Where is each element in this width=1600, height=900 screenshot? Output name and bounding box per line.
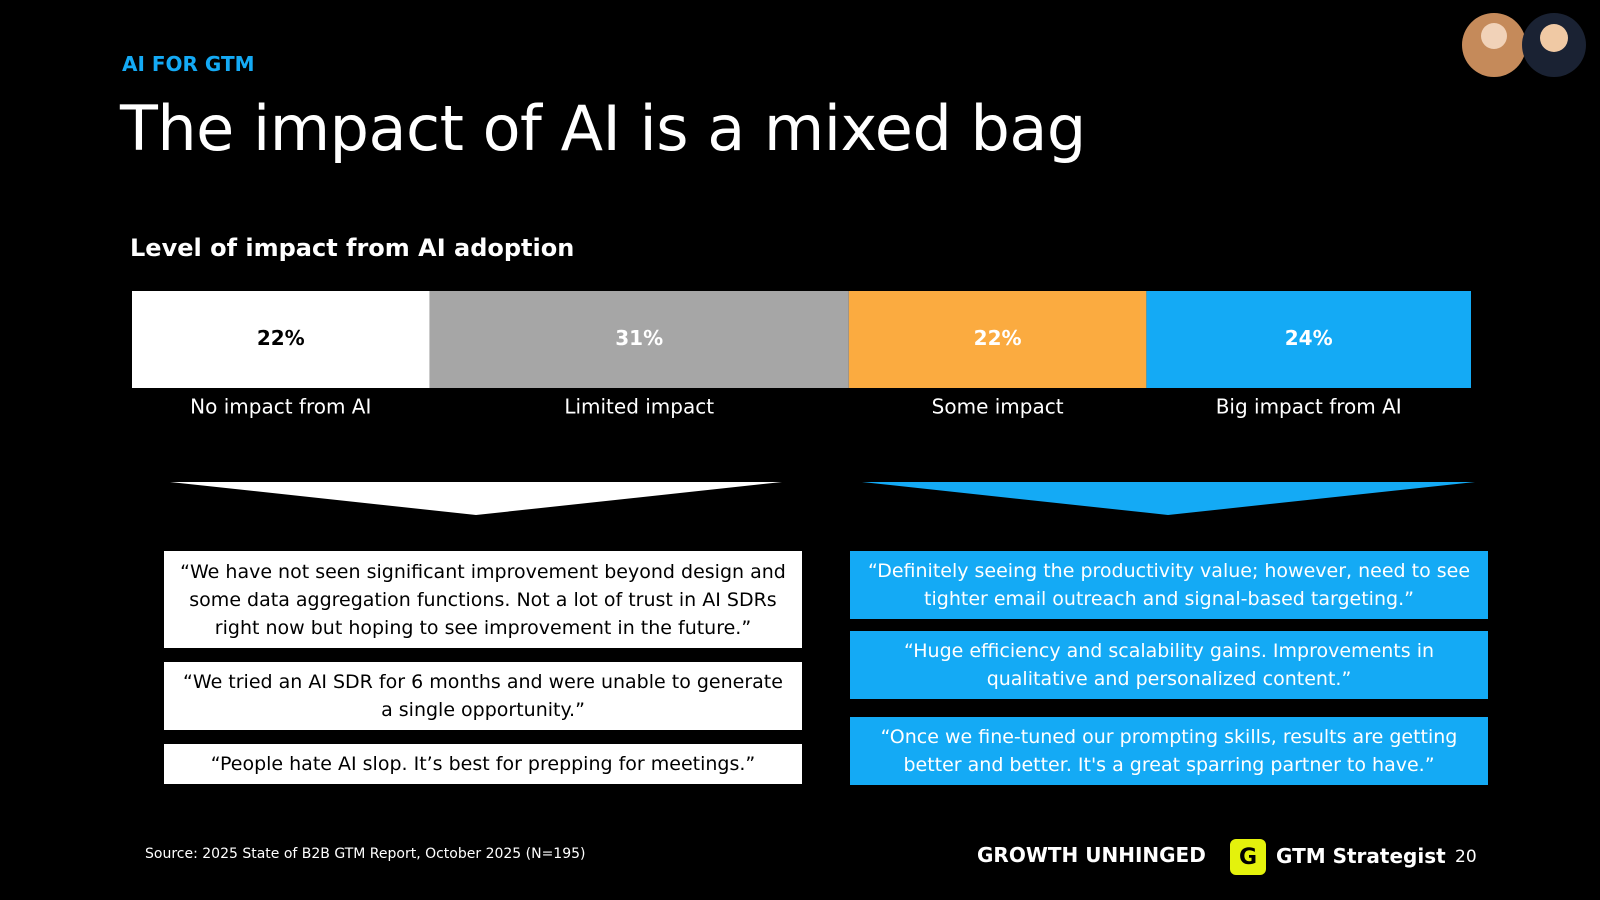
bar-segment bbox=[132, 291, 430, 388]
source: Source: 2025 State of B2B GTM Report, Oc… bbox=[145, 846, 586, 862]
chart: 22% No impact from AI 31% Limited impact 22%… bbox=[132, 13, 1586, 515]
quote: “Huge efficiency and scalability gains. … bbox=[850, 631, 1488, 699]
quote: “Definitely seeing the productivity valu… bbox=[850, 551, 1488, 619]
value-label: 31% bbox=[615, 326, 663, 350]
value-label: 24% bbox=[1285, 326, 1333, 350]
legend-label: Big impact from AI bbox=[1216, 395, 1402, 419]
value-label: 22% bbox=[257, 326, 305, 350]
quote: “People hate AI slop. It’s best for prep… bbox=[164, 744, 802, 784]
arrow-positive bbox=[862, 482, 1475, 515]
quote: “Once we fine-tuned our prompting skills… bbox=[850, 717, 1488, 785]
legend-label: Limited impact bbox=[564, 395, 714, 419]
avatar-face bbox=[1481, 23, 1507, 49]
quote: “We tried an AI SDR for 6 months and wer… bbox=[164, 662, 802, 730]
brand: GROWTH UNHINGED bbox=[977, 843, 1206, 867]
chart-title: Level of impact from AI adoption bbox=[130, 234, 575, 262]
page-number: 20 bbox=[1455, 847, 1477, 867]
avatar-face bbox=[1540, 24, 1568, 52]
value-label: 22% bbox=[974, 326, 1022, 350]
quote: “We have not seen significant improvemen… bbox=[164, 551, 802, 648]
eyebrow: AI FOR GTM bbox=[122, 52, 255, 76]
legend-label: No impact from AI bbox=[190, 395, 371, 419]
slide-title: The impact of AI is a mixed bag bbox=[120, 92, 1086, 165]
arrow-negative bbox=[170, 482, 782, 515]
bar-segment bbox=[848, 291, 1147, 388]
logo: G bbox=[1230, 839, 1266, 875]
legend-label: Some impact bbox=[932, 395, 1064, 419]
bar-segment bbox=[429, 291, 849, 388]
logo-name: GTM Strategist bbox=[1276, 844, 1446, 868]
bar-segment bbox=[1146, 291, 1471, 388]
